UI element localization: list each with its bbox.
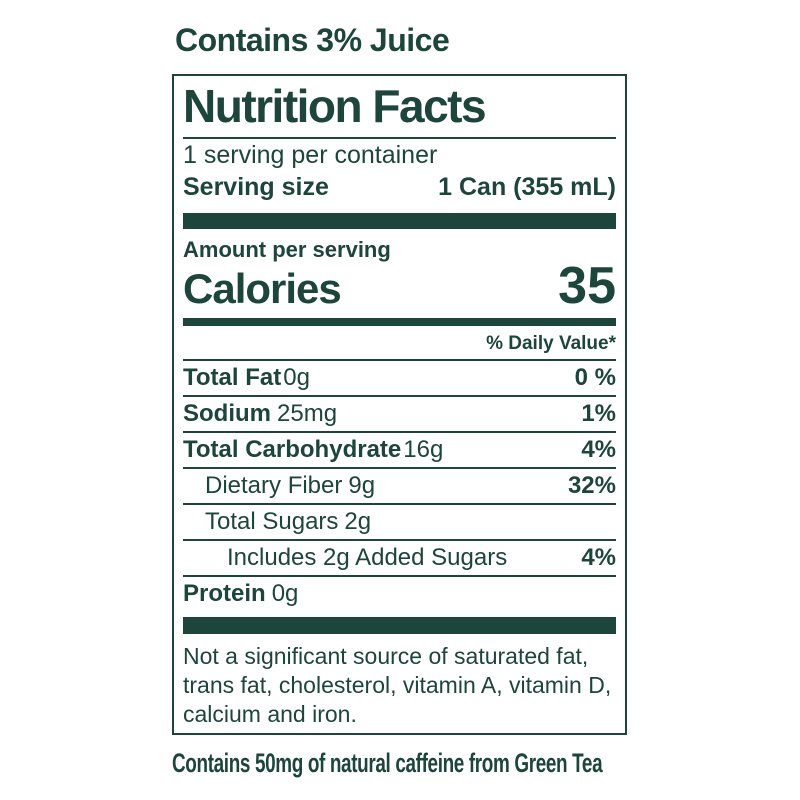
nutrient-row-added-sugars: Includes 2g Added Sugars 4% [183, 541, 616, 575]
thick-divider-bar [183, 617, 616, 634]
nutrient-row-total-sugars: Total Sugars 2g [183, 505, 616, 539]
nutrient-row-total-fat: Total Fat0g 0 % [183, 361, 616, 395]
nutrient-name: Total Fat [183, 364, 282, 391]
divider [183, 359, 616, 361]
medium-divider-bar [183, 318, 616, 326]
nutrient-amount: 25mg [277, 400, 338, 427]
nutrient-daily-value: 4% [581, 436, 616, 463]
servings-per-container: 1 serving per container [183, 141, 438, 169]
divider [183, 539, 616, 541]
calories-value: 35 [558, 257, 616, 315]
serving-size-label: Serving size [183, 173, 329, 201]
divider [183, 503, 616, 505]
nutrient-name: Total Sugars [205, 508, 339, 535]
nutrient-amount: 2g [344, 508, 372, 535]
divider [183, 575, 616, 577]
nutrient-name: Dietary Fiber [205, 472, 343, 499]
nutrient-daily-value: 0 % [574, 364, 616, 391]
nutrient-name: Total Carbohydrate [183, 436, 402, 463]
amount-per-serving-label: Amount per serving [183, 237, 391, 262]
nutrient-amount: 9g [348, 472, 376, 499]
nutrient-row-protein: Protein 0g [183, 577, 616, 611]
insignificant-sources-note: Not a significant source of saturated fa… [183, 643, 612, 727]
nutrient-amount: 0g [271, 580, 299, 607]
juice-content-note: Contains 3% Juice [175, 22, 450, 58]
nutrient-daily-value: 32% [567, 472, 616, 499]
nutrient-daily-value: 4% [581, 544, 616, 571]
calories-row: Calories 35 [183, 257, 616, 315]
nutrition-facts-panel: Nutrition Facts 1 serving per container … [172, 74, 627, 735]
serving-size-value: 1 Can (355 mL) [438, 173, 616, 201]
daily-value-header: % Daily Value* [486, 333, 616, 354]
nutrient-row-total-carbohydrate: Total Carbohydrate16g 4% [183, 433, 616, 467]
panel-title: Nutrition Facts [183, 80, 487, 132]
nutrient-name: Includes 2g Added Sugars [227, 544, 508, 571]
nutrient-row-dietary-fiber: Dietary Fiber 9g 32% [183, 469, 616, 503]
divider [183, 431, 616, 433]
divider [183, 395, 616, 397]
nutrient-name: Protein [183, 580, 266, 607]
thick-divider-bar [183, 213, 616, 229]
nutrient-row-sodium: Sodium 25mg 1% [183, 397, 616, 431]
nutrient-amount: 0g [283, 364, 310, 391]
divider [183, 137, 616, 139]
divider [183, 467, 616, 469]
nutrient-name: Sodium [183, 400, 271, 427]
nutrient-amount: 16g [403, 436, 444, 463]
calories-label: Calories [183, 265, 342, 312]
serving-size-row: Serving size 1 Can (355 mL) [183, 171, 616, 203]
nutrient-daily-value: 1% [581, 400, 616, 427]
caffeine-content-note: Contains 50mg of natural caffeine from G… [172, 748, 603, 778]
